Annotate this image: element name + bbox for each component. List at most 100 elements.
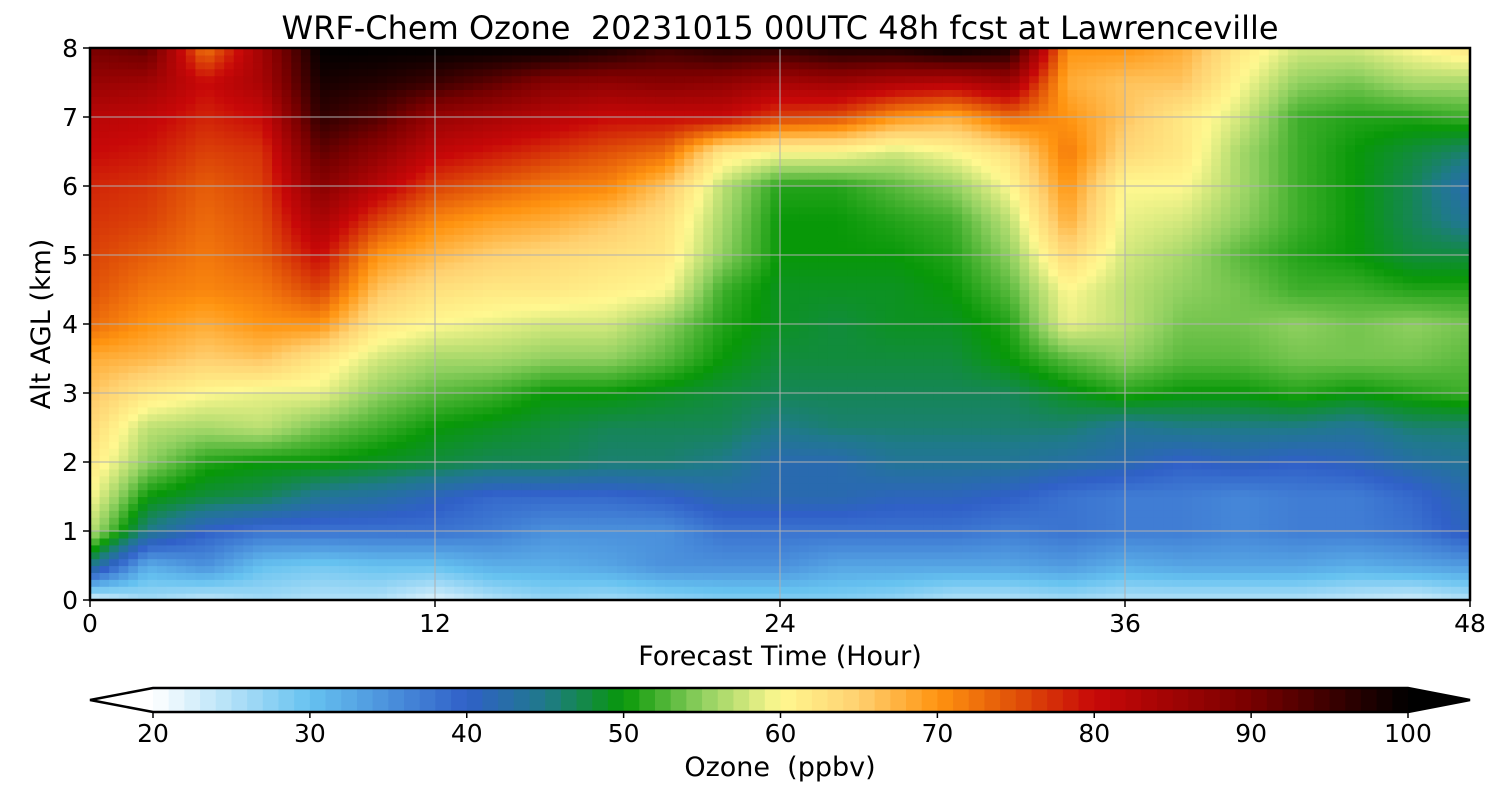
heatmap-cell: [118, 206, 129, 215]
heatmap-cell: [137, 524, 149, 532]
heatmap-cell: [559, 103, 570, 111]
heatmap-cell: [530, 186, 542, 194]
heatmap-cell: [588, 551, 599, 560]
heatmap-cell: [444, 503, 455, 511]
heatmap-cell: [176, 324, 187, 332]
heatmap-cell: [607, 227, 618, 235]
heatmap-cell: [224, 496, 235, 504]
heatmap-cell: [214, 61, 225, 70]
heatmap-cell: [588, 296, 599, 304]
heatmap-cell: [645, 386, 657, 394]
heatmap-cell: [243, 282, 254, 291]
heatmap-cell: [166, 165, 177, 173]
heatmap-cell: [607, 503, 618, 511]
heatmap-cell: [492, 317, 503, 325]
heatmap-cell: [559, 358, 570, 366]
heatmap-cell: [90, 351, 101, 360]
heatmap-cell: [300, 579, 312, 587]
heatmap-cell: [339, 579, 350, 587]
heatmap-cell: [377, 234, 388, 242]
heatmap-cell: [674, 68, 685, 77]
heatmap-cell: [147, 496, 158, 504]
heatmap-cell: [109, 317, 120, 325]
heatmap-cell: [185, 386, 197, 394]
heatmap-cell: [310, 330, 321, 339]
heatmap-cell: [425, 531, 436, 539]
heatmap-cell: [530, 110, 542, 118]
heatmap-cell: [482, 172, 494, 180]
heatmap-cell: [444, 468, 455, 477]
heatmap-cell: [147, 399, 158, 408]
heatmap-cell: [492, 579, 503, 587]
heatmap-cell: [348, 462, 359, 470]
heatmap-cell: [109, 275, 120, 284]
heatmap-cell: [176, 117, 187, 125]
heatmap-cell: [415, 537, 427, 546]
heatmap-cell: [569, 261, 580, 270]
heatmap-cell: [109, 330, 120, 339]
heatmap-cell: [636, 393, 647, 401]
heatmap-cell: [205, 593, 216, 600]
heatmap-cell: [243, 496, 254, 504]
heatmap-cell: [665, 68, 676, 77]
heatmap-cell: [502, 399, 513, 408]
heatmap-cell: [281, 255, 292, 263]
heatmap-cell: [348, 89, 359, 97]
heatmap-cell: [358, 496, 369, 504]
heatmap-cell: [367, 61, 379, 70]
heatmap-cell: [530, 351, 542, 360]
heatmap-cell: [262, 551, 273, 560]
heatmap-cell: [502, 434, 513, 442]
heatmap-cell: [511, 117, 522, 125]
heatmap-cell: [559, 234, 570, 242]
heatmap-cell: [185, 558, 197, 567]
heatmap-cell: [396, 448, 407, 456]
heatmap-cell: [578, 358, 589, 366]
heatmap-cell: [396, 434, 407, 442]
heatmap-cell: [444, 572, 455, 580]
heatmap-cell: [425, 386, 436, 394]
heatmap-cell: [444, 275, 455, 284]
heatmap-cell: [511, 365, 522, 373]
heatmap-cell: [454, 255, 465, 263]
heatmap-cell: [118, 199, 129, 208]
heatmap-cell: [511, 158, 522, 166]
heatmap-cell: [626, 268, 637, 277]
heatmap-cell: [588, 144, 599, 153]
heatmap-cell: [224, 441, 235, 449]
heatmap-cell: [415, 413, 427, 422]
heatmap-cell: [252, 289, 264, 297]
heatmap-cell: [396, 241, 407, 249]
heatmap-cell: [176, 344, 187, 353]
heatmap-cell: [665, 137, 676, 146]
heatmap-cell: [578, 413, 589, 422]
heatmap-cell: [339, 551, 350, 560]
heatmap-cell: [444, 310, 455, 318]
heatmap-cell: [645, 524, 657, 532]
heatmap-cell: [597, 579, 609, 587]
heatmap-cell: [252, 123, 264, 132]
heatmap-cell: [90, 455, 101, 463]
heatmap-cell: [147, 282, 158, 291]
heatmap-cell: [118, 103, 129, 111]
heatmap-cell: [617, 489, 628, 498]
heatmap-cell: [502, 303, 513, 311]
heatmap-cell: [329, 227, 340, 235]
heatmap-cell: [310, 434, 321, 442]
heatmap-cell: [348, 448, 359, 456]
heatmap-cell: [435, 61, 446, 70]
heatmap-cell: [530, 462, 542, 470]
heatmap-cell: [281, 579, 292, 587]
heatmap-cell: [540, 558, 551, 567]
heatmap-cell: [502, 227, 513, 235]
heatmap-cell: [617, 268, 628, 277]
heatmap-cell: [502, 151, 513, 159]
heatmap-cell: [137, 248, 149, 256]
heatmap-cell: [320, 462, 331, 470]
heatmap-cell: [492, 406, 503, 415]
heatmap-cell: [310, 468, 321, 477]
heatmap-cell: [233, 413, 244, 422]
heatmap-cell: [626, 234, 637, 242]
heatmap-cell: [281, 413, 292, 422]
heatmap-cell: [492, 544, 503, 553]
